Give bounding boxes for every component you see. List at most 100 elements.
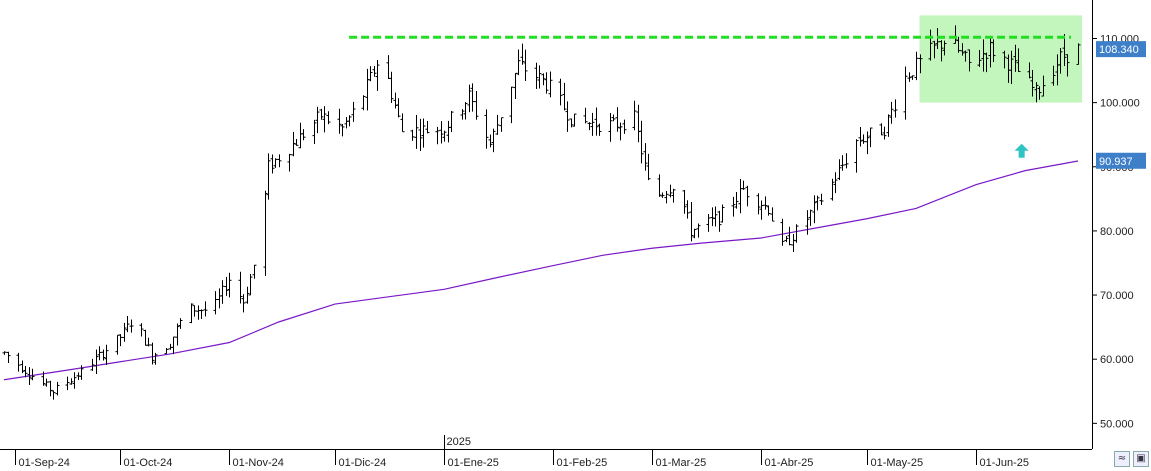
price-bar: [833, 172, 838, 194]
price-bar: [787, 226, 792, 246]
save-icon[interactable]: ▣: [1133, 451, 1149, 467]
price-bar: [671, 188, 676, 203]
price-bar: [69, 378, 74, 385]
price-bar: [682, 189, 687, 214]
moving-average-price-tag: 90.937: [1096, 152, 1146, 169]
price-bar: [16, 352, 21, 372]
price-bar: [1062, 33, 1067, 66]
price-bar: [312, 119, 317, 145]
price-bar: [491, 128, 496, 153]
price-bar: [963, 50, 968, 62]
price-bar: [977, 50, 982, 67]
price-bar: [48, 380, 53, 397]
consolidation-range-box: [919, 15, 1082, 103]
price-bar: [660, 192, 665, 198]
price-bar: [460, 109, 465, 120]
price-bar: [685, 200, 690, 219]
price-bar: [713, 206, 718, 227]
price-bar: [372, 66, 377, 77]
price-bar: [928, 29, 933, 61]
price-bar: [692, 228, 697, 239]
price-bar: [298, 122, 303, 149]
moving-average-layer: [3, 160, 1079, 381]
price-bar: [918, 54, 923, 74]
price-bar: [6, 351, 11, 363]
price-bar: [738, 178, 743, 214]
price-bar: [741, 180, 746, 190]
price-bar: [2, 351, 7, 355]
price-bar: [115, 334, 120, 355]
price-bar: [939, 40, 944, 62]
price-bar: [1041, 75, 1046, 97]
price-bar: [23, 366, 28, 378]
price-bar: [375, 59, 380, 91]
price-bar: [175, 323, 180, 346]
price-bar: [815, 195, 820, 211]
price-bar: [315, 106, 320, 134]
price-bar: [611, 114, 616, 122]
price-bar: [756, 193, 761, 215]
price-bar: [984, 52, 989, 73]
price-bar: [537, 65, 542, 89]
price-bar: [347, 115, 352, 127]
x-tick-label: 01-Feb-25: [557, 457, 608, 469]
zoom-toggle-button[interactable]: ≈: [1114, 451, 1130, 467]
price-bar: [449, 110, 454, 133]
price-bar: [541, 73, 546, 86]
price-bar: [590, 112, 595, 136]
price-bar: [812, 195, 817, 224]
price-bar: [889, 101, 894, 124]
price-bar: [583, 107, 588, 124]
price-bar: [622, 119, 627, 134]
price-bar: [791, 233, 796, 253]
price-bar: [294, 139, 299, 146]
price-bar: [808, 209, 813, 226]
price-bar: [646, 153, 651, 181]
price-bar: [439, 121, 444, 144]
price-bar: [558, 78, 563, 106]
price-bar: [414, 115, 419, 149]
price-bar: [421, 118, 426, 148]
price-bar: [238, 271, 243, 304]
price-bar: [770, 207, 775, 222]
range-box-layer: [919, 15, 1082, 103]
price-bar: [118, 334, 123, 347]
price-bar: [780, 218, 785, 246]
price-bar: [805, 210, 810, 235]
price-bar: [967, 49, 972, 72]
price-bar: [442, 130, 447, 142]
price-bar: [44, 378, 49, 387]
price-bar: [418, 118, 423, 152]
price-bar: [217, 288, 222, 309]
price-bar: [689, 202, 694, 242]
price-bar: [146, 337, 151, 347]
price-bar: [953, 25, 958, 44]
price-bar: [79, 365, 84, 380]
price-bar: [389, 71, 394, 103]
price-bar: [1065, 54, 1070, 77]
x-tick-label: 01-May-25: [871, 457, 924, 469]
price-bar: [446, 120, 451, 143]
price-bar: [763, 196, 768, 210]
year-label: 2025: [447, 436, 471, 448]
price-bar: [706, 214, 711, 232]
price-bar: [565, 101, 570, 132]
price-bar: [830, 178, 835, 201]
price-bar: [903, 66, 908, 120]
price-bar: [495, 114, 500, 135]
price-bar: [122, 322, 127, 342]
price-bar: [548, 71, 553, 98]
price-bar: [1030, 69, 1035, 97]
price-bar: [513, 72, 518, 99]
price-bar: [252, 264, 257, 279]
price-bar: [664, 191, 669, 204]
price-bar: [27, 367, 32, 385]
price-bar: [1009, 50, 1014, 85]
price-bar: [435, 126, 440, 145]
x-tick-label: 01-Dic-24: [339, 457, 387, 469]
price-bar: [587, 122, 592, 131]
x-tick-label: 01-Mar-25: [656, 457, 707, 469]
price-bar: [400, 113, 405, 133]
y-tick-label: 100.000: [1100, 98, 1140, 110]
